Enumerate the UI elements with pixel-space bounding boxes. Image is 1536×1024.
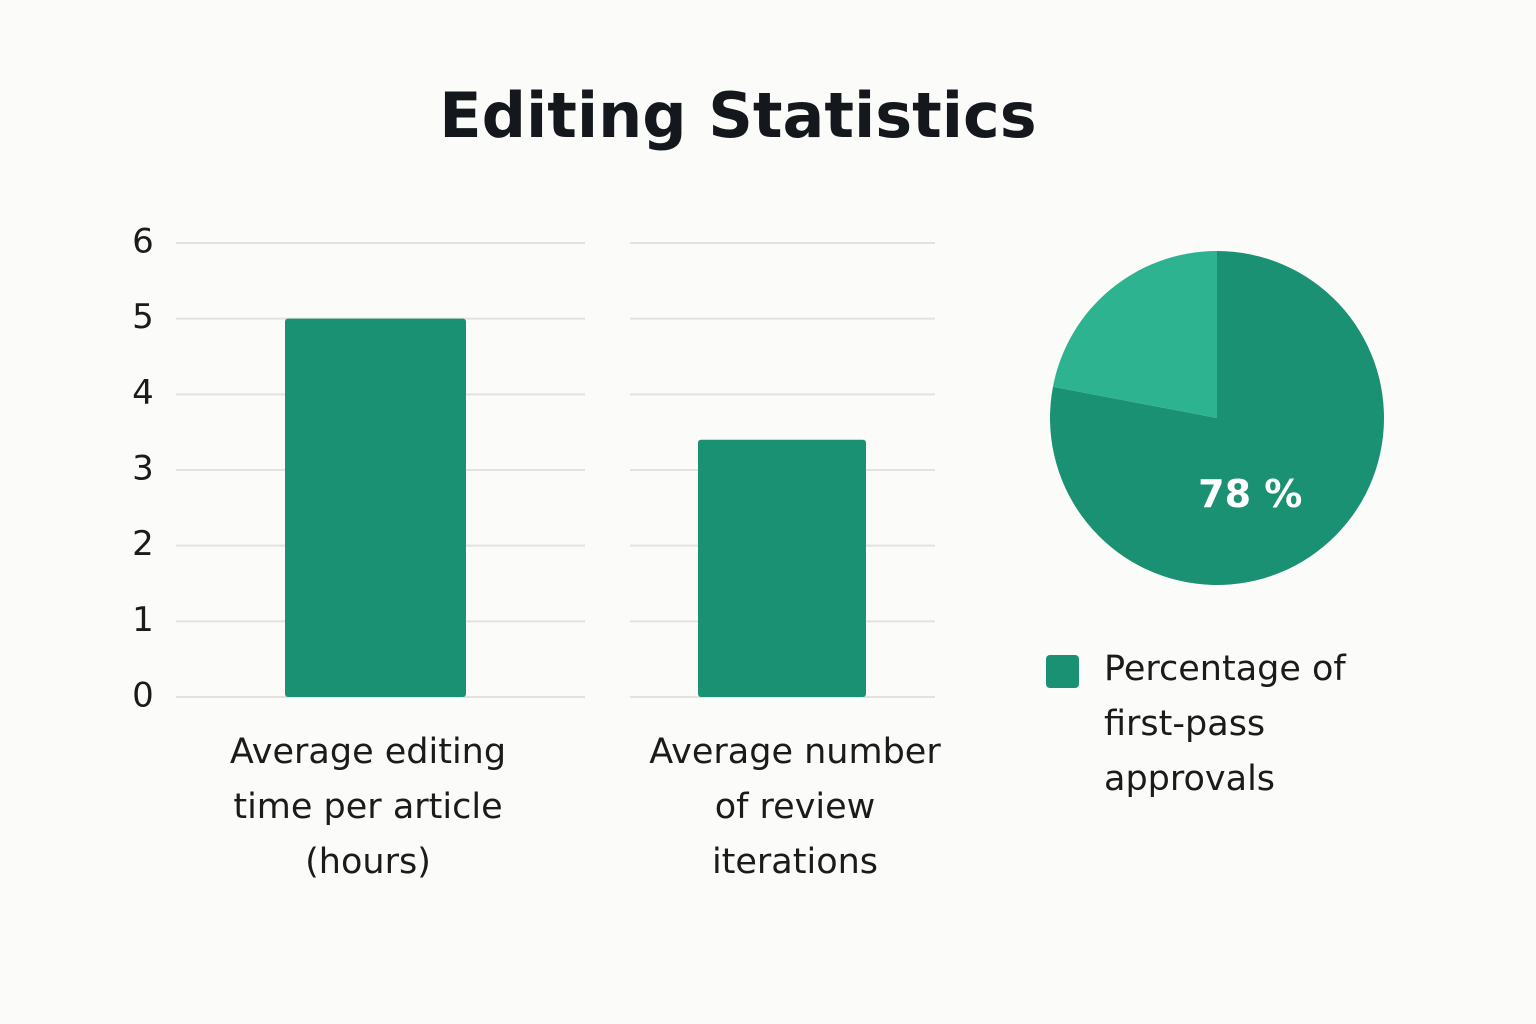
y-tick-label: 2	[132, 524, 154, 564]
value-label: 78 %	[1198, 472, 1302, 516]
legend-label: Percentage of first-pass approvals	[1104, 649, 1346, 799]
y-tick-label: 5	[132, 297, 154, 337]
bar	[285, 318, 466, 697]
chart-title: Editing Statistics	[439, 79, 1036, 152]
bar	[698, 439, 866, 697]
y-tick-label: 0	[132, 676, 154, 716]
y-tick-label: 1	[132, 600, 154, 640]
x-tick-label: Average number of review iterations	[649, 732, 941, 882]
y-tick-label: 3	[132, 449, 154, 489]
legend-swatch	[1046, 655, 1079, 688]
pie-slice	[1052, 251, 1217, 418]
y-tick-label: 6	[132, 222, 154, 262]
y-tick-label: 4	[132, 373, 154, 413]
x-tick-label: Average editing time per article (hours)	[229, 732, 507, 882]
